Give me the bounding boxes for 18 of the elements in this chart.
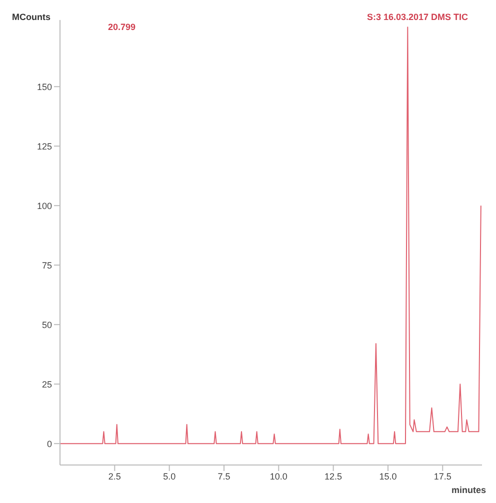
y-tick-label: 100 bbox=[36, 200, 52, 211]
x-tick-label: 17.5 bbox=[434, 471, 452, 482]
y-tick-label: 75 bbox=[42, 260, 52, 270]
x-tick-label: 15.0 bbox=[379, 471, 397, 482]
x-tick-label: 10.0 bbox=[270, 471, 288, 482]
annotation: 20.799 bbox=[108, 22, 136, 32]
x-tick-label: 5.0 bbox=[163, 471, 176, 482]
y-tick-label: 25 bbox=[42, 379, 52, 390]
y-tick-label: 125 bbox=[36, 141, 52, 152]
y-tick-label: 0 bbox=[46, 438, 52, 449]
y-axis-title: MCounts bbox=[12, 12, 50, 22]
chart-title: S:3 16.03.2017 DMS TIC bbox=[366, 12, 468, 22]
x-tick-label: 7.5 bbox=[218, 471, 230, 482]
x-tick-label: 12.5 bbox=[324, 471, 342, 482]
y-tick-label: 150 bbox=[36, 82, 52, 92]
x-axis-title: minutes bbox=[451, 485, 486, 495]
x-tick-label: 2.5 bbox=[108, 471, 121, 482]
y-tick-label: 50 bbox=[42, 320, 52, 330]
